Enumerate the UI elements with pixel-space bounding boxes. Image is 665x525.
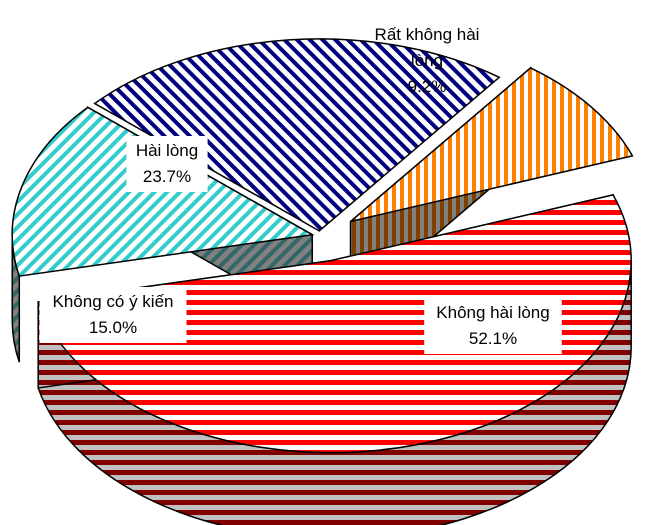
data-label-category: lòng bbox=[411, 51, 443, 70]
data-label-background bbox=[424, 298, 562, 354]
data-label-value: 23.7% bbox=[143, 167, 191, 186]
pie-slice-khong-hai-long bbox=[37, 194, 632, 454]
data-label-rat-khong-hai-long: Rất không hài lòng 9.2% bbox=[375, 25, 480, 96]
data-label-category: Hài lòng bbox=[136, 141, 198, 160]
data-label-category: Không hài lòng bbox=[436, 303, 549, 322]
data-label-khong-co-y-kien: Không có ý kiến 15.0% bbox=[39, 287, 187, 343]
data-label-background bbox=[126, 136, 208, 192]
data-label-background bbox=[39, 287, 187, 343]
pie-slice-hai-long bbox=[93, 38, 501, 232]
data-label-value: 52.1% bbox=[469, 329, 517, 348]
pie-slice-rat-khong-hai-long bbox=[350, 67, 634, 223]
data-label-value: 15.0% bbox=[89, 318, 137, 337]
data-label-category: Rất không hài bbox=[375, 25, 480, 44]
data-label-khong-hai-long: Không hài lòng 52.1% bbox=[424, 298, 562, 354]
data-label-value: 9.2% bbox=[408, 77, 447, 96]
data-label-category: Không có ý kiến bbox=[53, 292, 174, 311]
data-label-hai-long: Hài lòng 23.7% bbox=[126, 136, 208, 192]
